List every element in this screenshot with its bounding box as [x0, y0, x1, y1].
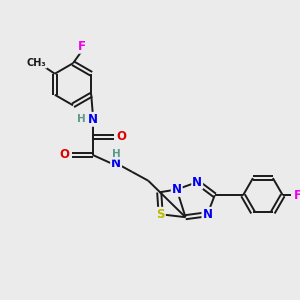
Text: N: N	[88, 113, 98, 126]
Text: F: F	[78, 40, 86, 53]
Text: F: F	[294, 189, 300, 202]
Text: H: H	[112, 149, 121, 159]
Text: H: H	[77, 114, 86, 124]
Text: S: S	[156, 208, 165, 221]
Text: O: O	[116, 130, 126, 143]
Text: N: N	[202, 208, 212, 221]
Text: N: N	[111, 157, 121, 169]
Text: N: N	[172, 183, 182, 196]
Text: CH₃: CH₃	[27, 58, 46, 68]
Text: N: N	[192, 176, 202, 189]
Text: O: O	[59, 148, 69, 161]
